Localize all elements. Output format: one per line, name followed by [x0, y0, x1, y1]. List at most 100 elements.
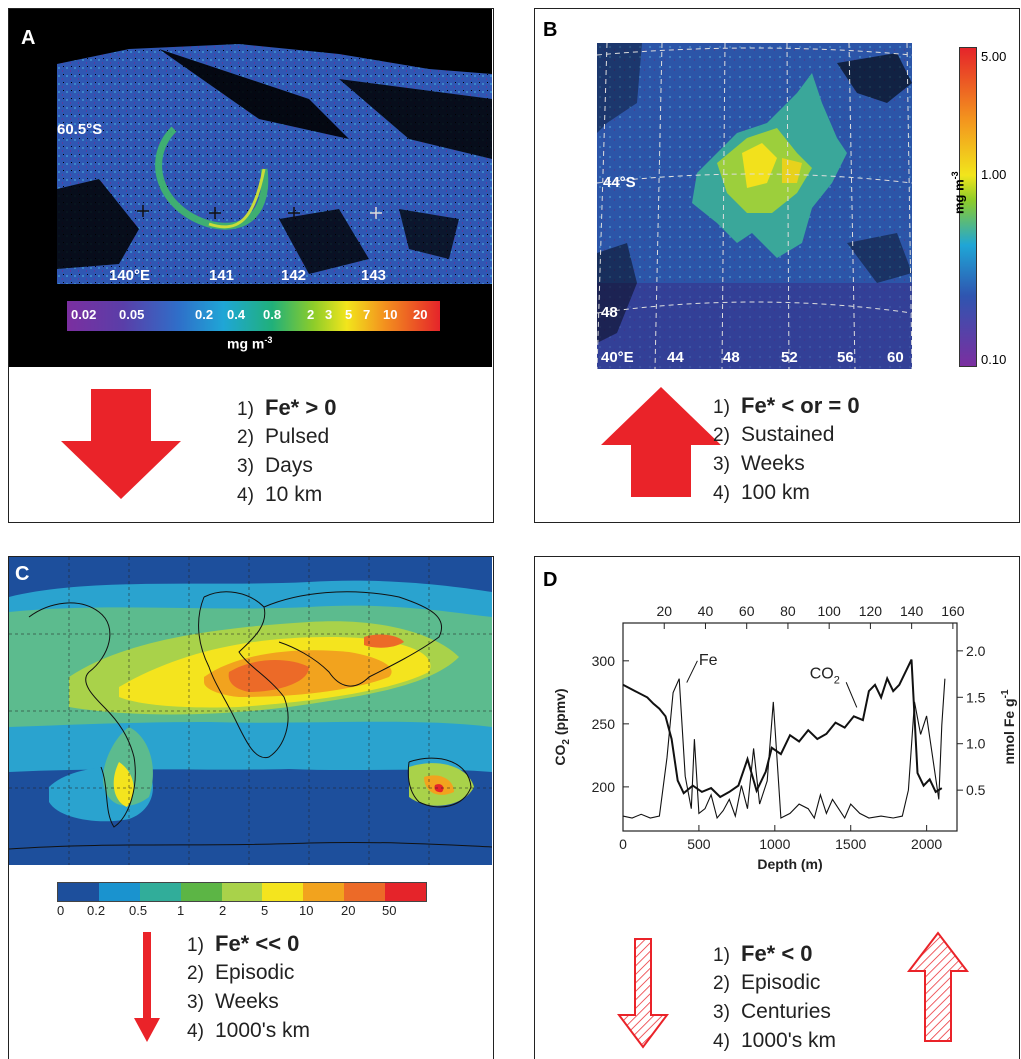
colorbar-c — [57, 882, 427, 902]
hatched-arrow-up-icon — [906, 931, 970, 1042]
arrow-down-icon — [61, 389, 181, 499]
lon-label-b-3: 52 — [781, 349, 798, 366]
cbar-a-tick-9: 10 — [383, 307, 398, 322]
list-item: 2) Sustained — [713, 420, 860, 449]
cbar-c-tick-3: 1 — [177, 903, 185, 918]
panel-c: 0 0.2 0.5 1 2 5 10 20 50 C 1) Fe* << 0 2)… — [8, 556, 494, 1059]
item-text: 10 km — [265, 483, 323, 506]
co2-leader-line — [845, 682, 858, 708]
y-axis-label-sub: 2 — [561, 739, 572, 745]
panel-a-letter: A — [21, 27, 36, 49]
y-axis-label: CO2 (ppmv) — [552, 688, 572, 765]
lon-label-b-0: 40°E — [601, 349, 634, 366]
cbar-b-tick-2: 0.10 — [981, 352, 1007, 367]
x-axis-label: Depth (m) — [757, 856, 822, 872]
y-axis-label-text: CO — [552, 744, 568, 765]
panel-d-letter: D — [543, 569, 558, 591]
hatched-arrow-down-icon — [617, 938, 669, 1049]
attributes-list-d: 1) Fe* < 0 2) Episodic 3) Centuries 4) 1000'… — [713, 939, 836, 1055]
cbar-c-tick-2: 0.5 — [129, 903, 148, 918]
panel-b: B 44°S 48 — [534, 8, 1020, 523]
item-number: 4) — [187, 1021, 204, 1042]
item-text: 1000's km — [741, 1029, 837, 1052]
cbar-c-tick-5: 5 — [261, 903, 269, 918]
cbar-a-tick-7: 5 — [345, 307, 353, 322]
item-number: 4) — [713, 1031, 730, 1052]
lon-label-b-5: 60 — [887, 349, 904, 366]
list-item: 3) Weeks — [187, 987, 310, 1016]
top-tick-label: 40 — [698, 603, 714, 619]
y2-axis-label: nmol Fe g-1 — [1000, 689, 1017, 764]
attributes-list-c: 1) Fe* << 0 2) Episodic 3) Weeks 4) 1000's k… — [187, 929, 310, 1045]
item-number: 3) — [713, 454, 730, 475]
colorbar-unit-b-sup: -3 — [950, 171, 960, 180]
cbar-c-tick-1: 0.2 — [87, 903, 106, 918]
attributes-list-b: 1) Fe* < or = 0 2) Sustained 3) Weeks 4) 100… — [713, 391, 860, 507]
item-text: Fe* < 0 — [741, 941, 813, 966]
item-number: 2) — [187, 963, 204, 984]
co2-annotation: CO2 — [810, 665, 840, 686]
x-tick-label: 2000 — [911, 836, 942, 852]
plot-frame — [622, 622, 958, 832]
list-item: 4) 1000's km — [713, 1026, 836, 1055]
co2-annotation-sub: 2 — [834, 674, 840, 686]
x-tick-label: 1000 — [759, 836, 790, 852]
item-number: 1) — [713, 945, 730, 966]
x-tick-label: 0 — [619, 836, 627, 852]
item-text: Days — [265, 454, 313, 477]
y2-tick-label: 1.5 — [966, 689, 986, 705]
lon-label-b-4: 56 — [837, 349, 854, 366]
lat-label-b-1: 48 — [601, 304, 618, 321]
lon-label-b-2: 48 — [723, 349, 740, 366]
y2-tick-label: 0.5 — [966, 782, 986, 798]
panel-d: D 0 500 1000 1500 2000 200 250 300 0.5 1.0 1.5 2.0 2… — [534, 556, 1020, 1059]
arrow-down-icon — [134, 932, 160, 1042]
series-line-co2 — [622, 659, 943, 799]
item-number: 3) — [187, 992, 204, 1013]
colorbar-ticks-a: 0.02 0.05 0.2 0.4 0.8 2 3 5 7 10 20 — [67, 307, 440, 327]
lon-labels-b: 40°E 44 48 52 56 60 — [597, 349, 912, 369]
item-number: 3) — [237, 456, 254, 477]
lon-label-a-2: 142 — [281, 267, 307, 284]
y-tick-label: 250 — [592, 716, 616, 732]
x-tick-label: 1500 — [835, 836, 866, 852]
list-item: 3) Centuries — [713, 997, 836, 1026]
item-number: 1) — [713, 397, 730, 418]
panel-b-letter: B — [543, 19, 558, 41]
cbar-a-tick-5: 2 — [307, 307, 315, 322]
list-item: 3) Days — [237, 451, 337, 480]
y2-axis-label-text: nmol Fe g — [1001, 698, 1017, 764]
list-item: 2) Episodic — [713, 968, 836, 997]
item-text: Episodic — [215, 961, 295, 984]
satellite-map-a — [57, 44, 492, 331]
cbar-a-tick-6: 3 — [325, 307, 333, 322]
cbar-a-tick-10: 20 — [413, 307, 428, 322]
top-tick-label: 120 — [859, 603, 883, 619]
colorbar-unit-a: mg m-3 — [227, 335, 272, 352]
list-item: 4) 10 km — [237, 480, 337, 509]
top-tick-label: 80 — [780, 603, 796, 619]
top-tick-label: 60 — [739, 603, 755, 619]
item-number: 2) — [713, 973, 730, 994]
cbar-c-tick-6: 10 — [299, 903, 314, 918]
series-line-fe — [622, 678, 946, 820]
list-item: 1) Fe* < 0 — [713, 939, 836, 968]
lon-label-a-1: 141 — [209, 267, 235, 284]
item-text: Weeks — [741, 452, 805, 475]
item-text: Sustained — [741, 423, 835, 446]
lat-label-a: 60.5°S — [57, 121, 103, 138]
top-tick-label: 140 — [900, 603, 924, 619]
item-text: Pulsed — [265, 425, 330, 448]
y2-tick-label: 2.0 — [966, 643, 986, 659]
panel-a-image: A 60.5°S 140°E 141 142 143 0.02 0.05 0.2… — [9, 9, 492, 367]
item-number: 1) — [237, 399, 254, 420]
list-item: 1) Fe* > 0 — [237, 393, 337, 422]
list-item: 4) 1000's km — [187, 1016, 310, 1045]
item-text: Weeks — [215, 990, 279, 1013]
co2-annotation-text: CO — [810, 665, 834, 682]
item-number: 4) — [713, 483, 730, 504]
panel-c-letter: C — [15, 563, 30, 585]
list-item: 2) Episodic — [187, 958, 310, 987]
lon-label-a-3: 143 — [361, 267, 387, 284]
list-item: 1) Fe* << 0 — [187, 929, 310, 958]
